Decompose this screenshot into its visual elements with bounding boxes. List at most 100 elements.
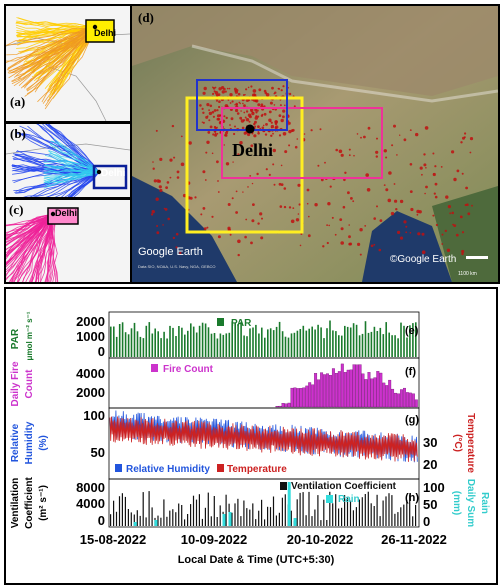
fire-point	[204, 179, 207, 181]
trajectory-line	[70, 171, 100, 197]
trajectory-line	[49, 143, 100, 173]
delhi-marker-c	[50, 211, 56, 217]
vc-bar	[166, 516, 168, 526]
par-bar	[210, 333, 213, 357]
fire-point	[237, 239, 241, 244]
fire-point	[261, 217, 263, 220]
fire-point	[451, 150, 455, 154]
tick-g-20: 20	[423, 457, 437, 472]
par-bar	[160, 338, 162, 357]
fire-point	[425, 185, 428, 189]
fire-point	[259, 127, 261, 130]
ytitle-g-2: Humidity	[24, 421, 35, 464]
fire-point	[268, 118, 272, 122]
fire-count-bar	[317, 379, 321, 408]
fire-point	[365, 173, 369, 177]
par-bar	[213, 333, 216, 357]
fire-point	[395, 208, 398, 211]
fire-point	[212, 86, 214, 89]
fire-point	[373, 217, 376, 220]
fire-point	[446, 248, 451, 252]
fire-point	[176, 176, 180, 179]
fire-point	[278, 182, 282, 186]
fire-point	[269, 101, 273, 105]
fire-point	[356, 133, 359, 135]
tick-h-50: 50	[423, 497, 437, 512]
vc-bar	[121, 493, 123, 526]
fire-point	[416, 213, 419, 216]
vc-bar	[219, 505, 221, 526]
fire-point	[209, 125, 213, 129]
par-bar	[198, 325, 201, 357]
ytitle-h-2: Coefficient	[24, 476, 35, 528]
par-bar	[361, 333, 364, 357]
fire-point	[399, 134, 401, 136]
fire-count-bar	[305, 385, 309, 408]
fire-point	[417, 232, 421, 236]
par-bar	[231, 321, 233, 357]
fire-point	[175, 246, 178, 249]
par-bar	[184, 334, 186, 357]
fire-point	[218, 87, 222, 91]
fire-point	[409, 190, 413, 194]
fire-point	[199, 104, 202, 107]
fire-point	[359, 253, 362, 256]
fire-point	[421, 232, 425, 236]
fire-point	[453, 224, 457, 228]
tick-f-4000: 4000	[76, 366, 105, 381]
fire-point	[348, 242, 352, 246]
fire-point	[415, 132, 419, 137]
vc-bar	[346, 497, 349, 526]
pink-region-box	[221, 107, 383, 179]
fire-point	[393, 124, 396, 128]
delhi-box-b	[92, 164, 128, 190]
fire-point	[254, 108, 258, 112]
trajectory-line	[16, 213, 54, 282]
legend-swatch-rh	[115, 464, 122, 472]
fire-point	[340, 241, 344, 245]
vc-bar	[376, 494, 378, 526]
vc-bar	[139, 515, 141, 526]
par-bar	[409, 325, 411, 357]
par-bar	[305, 330, 308, 357]
par-bar	[269, 328, 272, 357]
fire-count-bar	[290, 387, 294, 408]
tick-h-0-right: 0	[423, 514, 430, 529]
vc-bar	[311, 516, 313, 526]
fire-point	[366, 188, 371, 192]
fire-point	[156, 231, 160, 235]
y2unit-h: (mm)	[451, 491, 462, 515]
fire-point	[256, 109, 259, 112]
fire-point	[282, 132, 287, 136]
fire-point	[467, 212, 471, 216]
fire-point	[235, 211, 238, 214]
trajectory-line	[43, 161, 100, 173]
fire-point	[226, 87, 229, 90]
fire-point	[214, 132, 217, 135]
fire-point	[150, 213, 154, 216]
fire-point	[250, 144, 254, 148]
fire-point	[335, 148, 338, 152]
fire-count-bar	[281, 403, 285, 408]
vc-bar	[118, 496, 121, 526]
fire-point	[218, 100, 221, 103]
fire-point	[164, 208, 168, 211]
fire-point	[445, 195, 449, 199]
fire-point	[202, 170, 206, 174]
fire-point	[282, 109, 286, 113]
fire-point	[169, 176, 172, 179]
par-bar	[415, 322, 417, 357]
fire-point	[203, 227, 207, 231]
vc-bar	[299, 492, 301, 526]
trajectory-line	[6, 213, 54, 226]
fire-point	[387, 198, 392, 203]
fire-point	[247, 86, 250, 89]
vc-bar	[323, 499, 325, 526]
vc-bar	[355, 507, 357, 526]
xtick-3: 20-10-2022	[287, 532, 354, 547]
fire-point	[434, 195, 438, 199]
fire-count-bar	[411, 393, 415, 408]
fire-point	[155, 197, 159, 201]
vc-bar	[142, 492, 144, 526]
fire-count-bar	[308, 382, 312, 408]
